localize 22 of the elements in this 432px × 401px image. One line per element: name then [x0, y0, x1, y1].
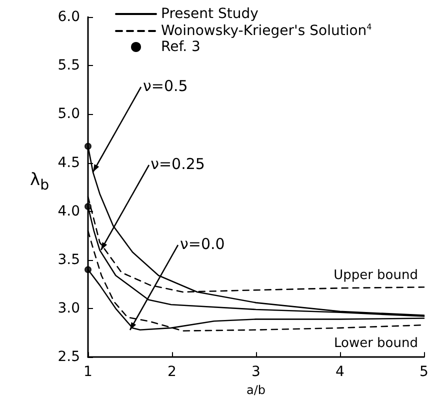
- annotation: ν=0.0: [180, 234, 225, 253]
- y-tick-label: 5.5: [58, 58, 80, 74]
- y-tick-label: 4.0: [58, 203, 80, 220]
- y-tick-label: 3.0: [58, 300, 80, 317]
- annotation: Lower bound: [334, 336, 418, 351]
- x-tick-label: 4: [336, 364, 345, 380]
- y-tick-label: 5.0: [58, 106, 80, 122]
- legend-label: Present Study: [161, 6, 258, 22]
- legend-label: Ref. 3: [161, 39, 200, 55]
- y-tick-label: 3.5: [58, 252, 80, 268]
- annotation: ν=0.5: [143, 77, 188, 96]
- y-tick-label: 2.5: [58, 349, 80, 366]
- annotation: ν=0.25: [150, 155, 205, 174]
- y-axis-title: λ$_{b}$: [30, 170, 50, 194]
- annotation: Upper bound: [334, 268, 418, 283]
- x-tick-label: 5: [420, 364, 428, 380]
- x-tick-label: 1: [84, 364, 92, 380]
- y-tick-label: 4.5: [58, 154, 80, 171]
- x-axis-title: a/b: [246, 383, 266, 397]
- x-tick-label: 2: [168, 364, 176, 380]
- y-tick-label: 6.0: [58, 9, 80, 25]
- x-tick-label: 3: [252, 364, 260, 380]
